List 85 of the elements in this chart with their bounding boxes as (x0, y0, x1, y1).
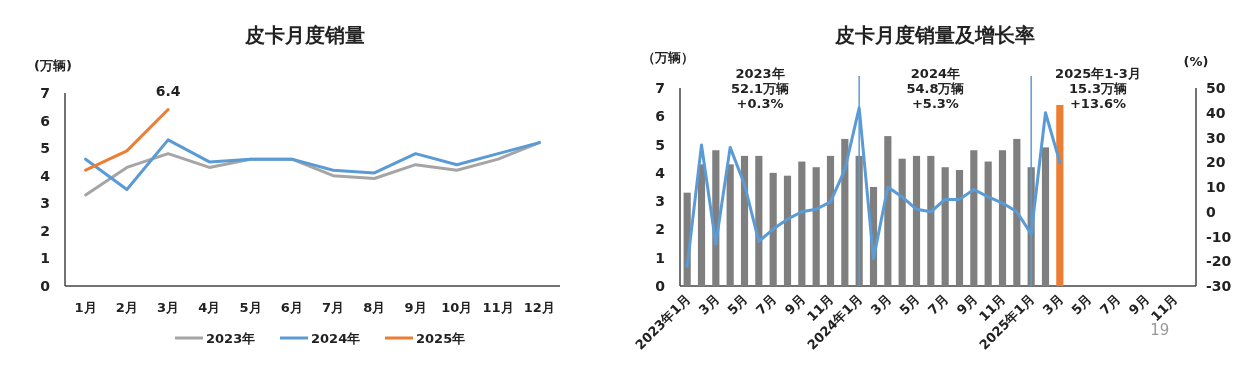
x-tick-label: 6月 (280, 300, 303, 315)
annotation: 2024年 54.8万辆 +5.3% (906, 66, 965, 111)
x-tick-label: 3月 (867, 291, 894, 318)
bar (912, 155, 921, 286)
y2-axis-title: (%) (1183, 54, 1209, 69)
bar (955, 170, 964, 286)
bar (998, 150, 1007, 286)
y2-tick-label: 10 (1206, 179, 1226, 195)
y-tick-label: 1 (40, 250, 50, 267)
x-tick-label: 9月 (781, 291, 808, 318)
y-tick-label: 4 (655, 164, 666, 181)
x-tick-label: 2月 (115, 300, 138, 315)
x-tick-label: 4月 (198, 300, 221, 315)
y-tick-label: 7 (655, 80, 665, 96)
x-tick-label: 3月 (157, 300, 180, 315)
chart-title: 皮卡月度销量 (244, 23, 365, 47)
annotation: 2023年 52.1万辆 +0.3% (730, 66, 790, 111)
bar (941, 167, 949, 286)
bar (1041, 147, 1050, 286)
x-tick-label: 5月 (896, 291, 923, 318)
legend-label: 2025年 (416, 331, 466, 346)
bar (697, 164, 706, 286)
annotation: 2025年1-3月 15.3万辆 +13.6% (1055, 66, 1141, 111)
bar (898, 158, 906, 286)
x-tick-label: 9月 (1125, 291, 1152, 318)
bar (1056, 104, 1064, 286)
bar (798, 161, 806, 286)
y-tick-label: 5 (40, 140, 50, 157)
y-tick-label: 3 (655, 193, 665, 210)
bar (884, 136, 892, 286)
y-tick-label: 6 (40, 112, 50, 129)
y2-tick-label: -20 (1206, 253, 1232, 270)
y2-tick-label: 40 (1206, 104, 1226, 121)
bar (970, 150, 978, 286)
x-tick-label: 5月 (1068, 291, 1095, 318)
x-tick-label: 7月 (753, 291, 780, 318)
x-tick-label: 5月 (724, 291, 751, 318)
y-tick-label: 3 (40, 195, 50, 212)
legend-label: 2024年 (311, 331, 361, 346)
x-tick-label: 7月 (925, 291, 952, 318)
x-tick-label: 3月 (695, 291, 722, 318)
bar (755, 155, 763, 286)
y-tick-label: 0 (655, 278, 666, 294)
x-tick-label: 7月 (1097, 291, 1124, 318)
bar (927, 155, 935, 286)
bar (769, 172, 777, 286)
y-tick-label: 6 (655, 108, 665, 125)
legend-label: 2023年 (206, 331, 256, 346)
x-tick-label: 9月 (953, 291, 980, 318)
y2-tick-label: -30 (1206, 278, 1232, 294)
x-tick-label: 8月 (363, 300, 386, 315)
y-tick-label: 7 (40, 85, 50, 101)
y2-tick-label: 30 (1206, 129, 1226, 146)
y-tick-label: 2 (655, 221, 665, 238)
y-axis-title: （万辆） (642, 50, 694, 65)
y-tick-label: 1 (655, 249, 665, 266)
y-axis-title: (万辆) (34, 58, 72, 73)
bar (826, 155, 835, 286)
bar (726, 164, 734, 286)
x-tick-label: 5月 (239, 300, 262, 315)
y2-tick-label: 20 (1206, 154, 1226, 171)
line-series (84, 138, 541, 191)
bar (841, 138, 849, 286)
x-tick-label: 7月 (322, 300, 345, 315)
x-tick-label: 3月 (1039, 291, 1066, 318)
y-tick-label: 5 (655, 136, 665, 153)
bar (740, 155, 749, 286)
bar (984, 161, 992, 286)
y-tick-label: 2 (40, 222, 50, 239)
x-tick-label: 12月 (523, 300, 555, 315)
bar (1013, 138, 1021, 286)
y2-tick-label: -10 (1206, 228, 1232, 245)
x-tick-label: 11月 (482, 300, 514, 315)
text: 19 (1150, 321, 1170, 339)
bar (783, 175, 792, 286)
bar (812, 167, 820, 286)
y-tick-label: 4 (40, 167, 51, 184)
y2-tick-label: 0 (1206, 203, 1216, 220)
annotation: 6.4 (155, 82, 181, 99)
y2-tick-label: 50 (1206, 80, 1226, 96)
chart-title: 皮卡月度销量及增长率 (834, 23, 1035, 47)
x-tick-label: 9月 (404, 300, 427, 315)
x-tick-label: 1月 (74, 300, 97, 315)
y-tick-label: 0 (40, 278, 51, 294)
x-tick-label: 10月 (441, 300, 473, 315)
